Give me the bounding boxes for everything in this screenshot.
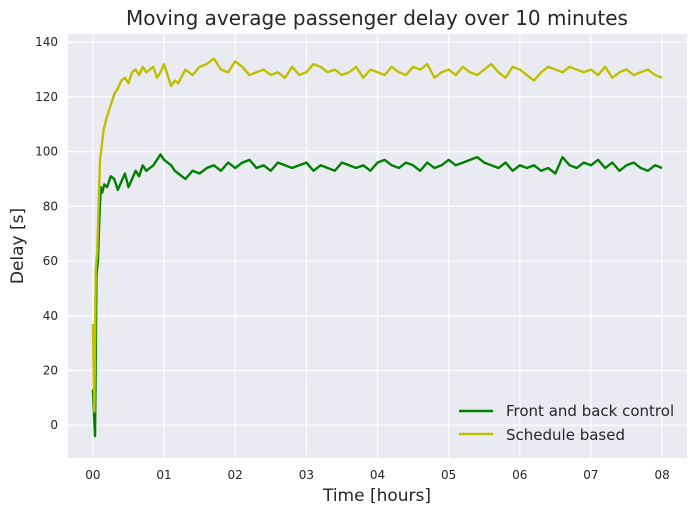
y-tick-label: 100 [35,145,58,159]
series-line-schedule-based [91,57,663,413]
y-tick-label: 40 [43,309,58,323]
y-tick-label: 60 [43,254,58,268]
y-tick-label: 140 [35,35,58,49]
x-tick-label: 04 [370,468,385,482]
y-tick-label: 0 [50,418,58,432]
series-layer [91,57,663,438]
x-tick-labels: 00 01 02 03 04 05 06 07 08 [85,468,669,482]
chart-title: Moving average passenger delay over 10 m… [126,6,628,30]
y-tick-label: 20 [43,363,58,377]
x-tick-label: 01 [156,468,171,482]
x-tick-label: 05 [441,468,456,482]
x-tick-label: 08 [654,468,669,482]
x-tick-label: 07 [583,468,598,482]
legend-label-front-back: Front and back control [506,402,674,420]
legend-label-schedule: Schedule based [506,426,625,444]
y-axis-label: Delay [s] [8,208,28,284]
legend: Front and back control Schedule based [459,402,674,444]
y-tick-label: 80 [43,199,58,213]
x-tick-label: 02 [228,468,243,482]
x-tick-label: 06 [512,468,527,482]
series-line-front-back-control [91,153,663,438]
x-axis-label: Time [hours] [322,486,431,506]
y-tick-labels: 0 20 40 60 80 100 120 140 [35,35,58,432]
x-tick-label: 00 [85,468,100,482]
y-tick-label: 120 [35,90,58,104]
grid-lines [68,34,687,458]
x-tick-label: 03 [299,468,314,482]
